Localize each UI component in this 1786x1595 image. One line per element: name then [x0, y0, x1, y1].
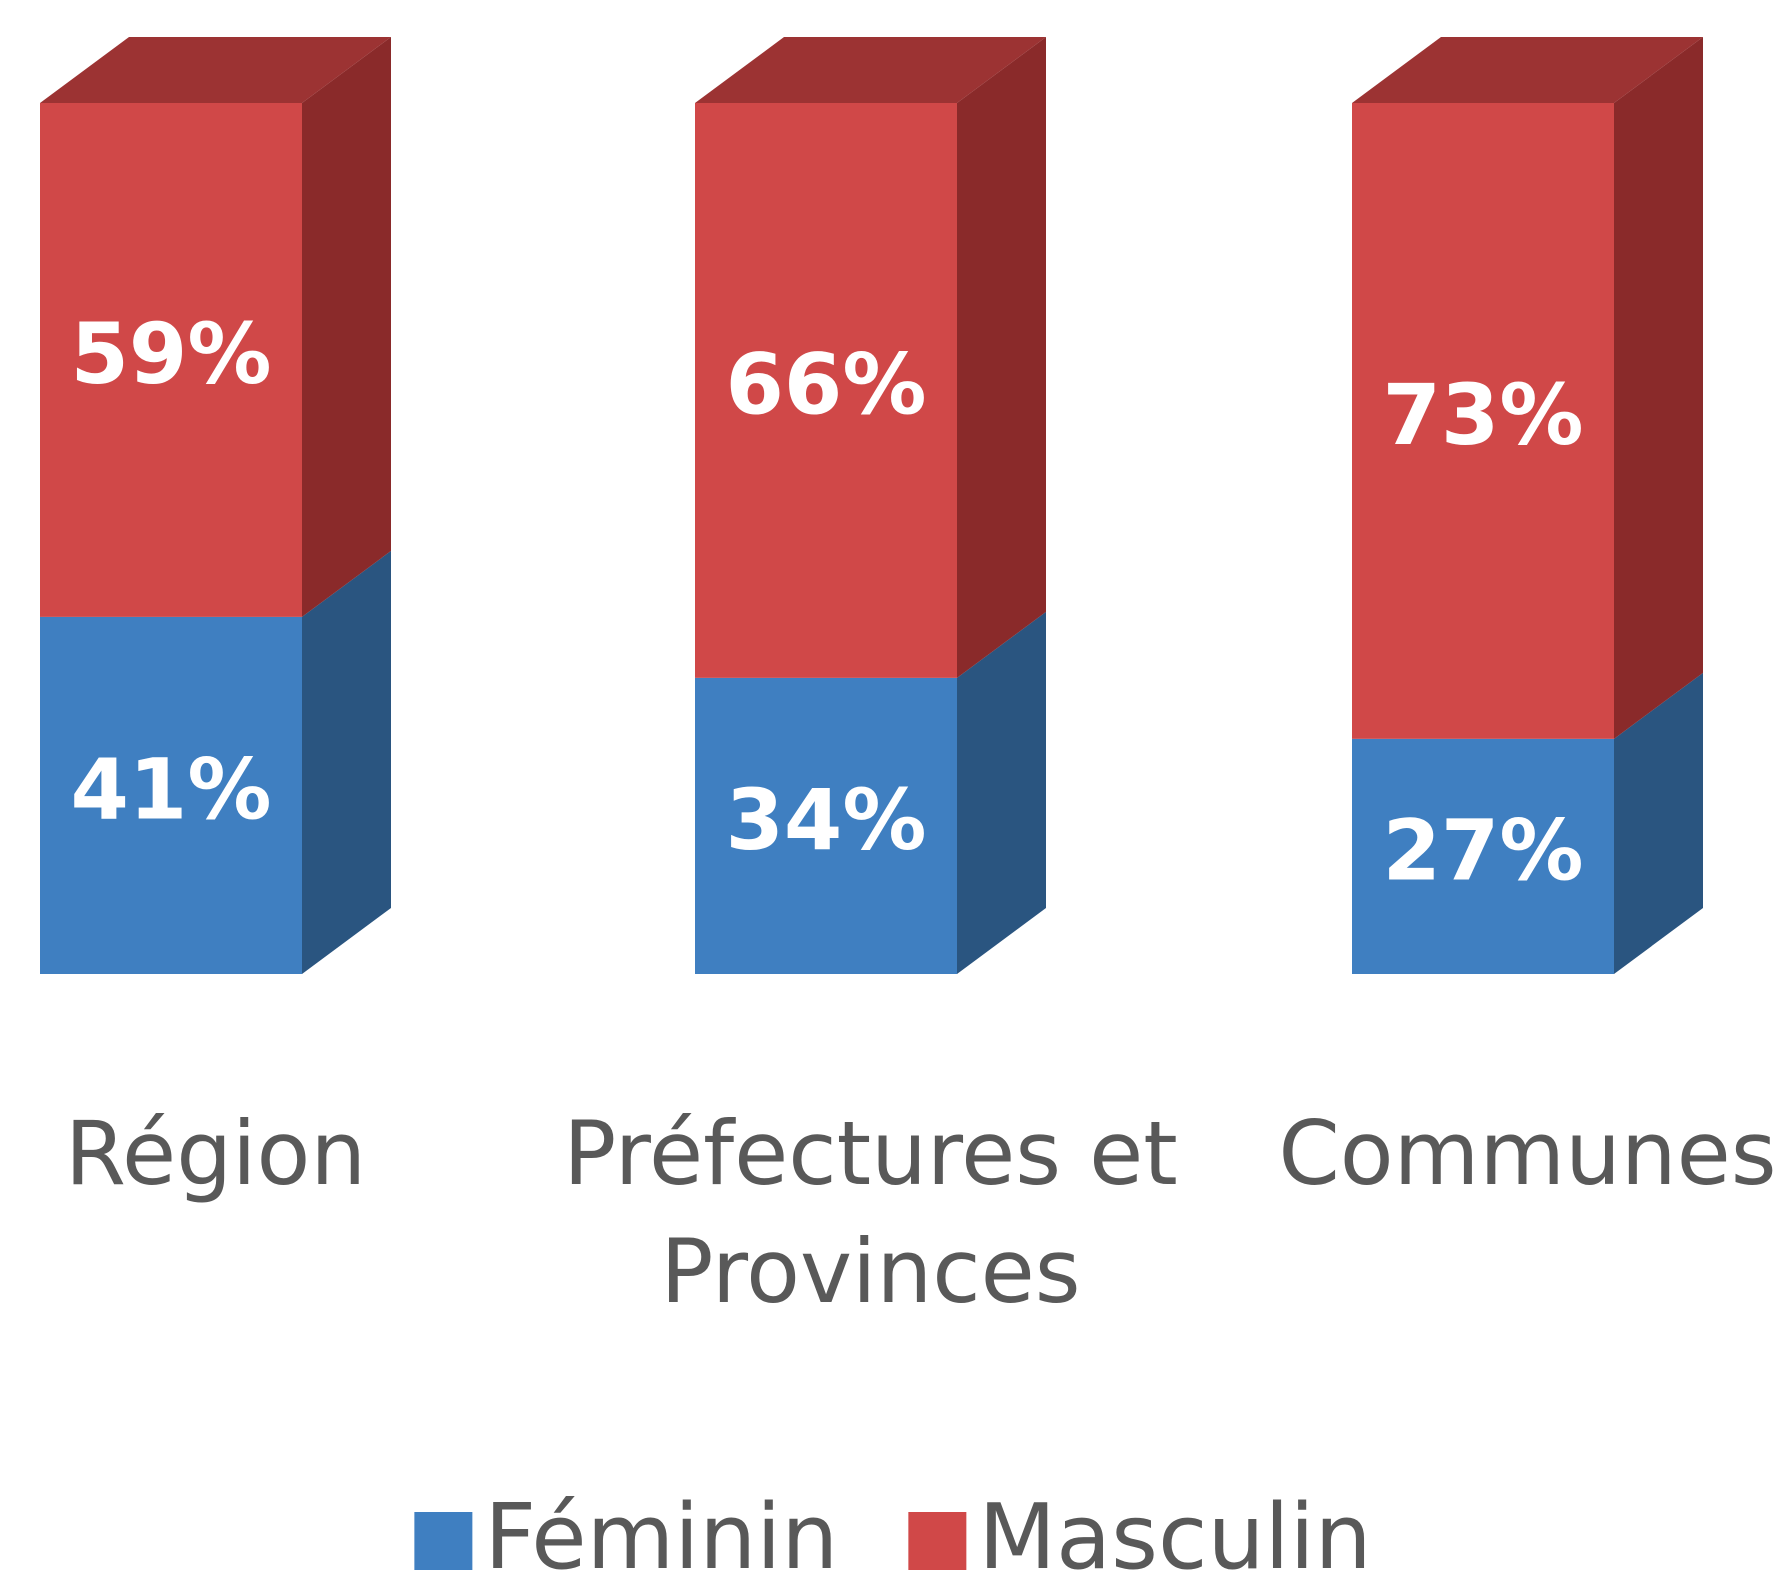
value-label: 66% [725, 335, 926, 433]
bar-top [1352, 37, 1703, 103]
bar [695, 677, 957, 974]
bar-side [1614, 37, 1703, 739]
bar-top [695, 37, 1046, 103]
value-label: 73% [1382, 366, 1583, 464]
legend: Féminin Masculin [414, 1485, 1372, 1590]
value-label: 41% [70, 740, 271, 838]
bar [695, 103, 957, 678]
x-tick-label: Communes [1278, 1102, 1777, 1205]
bar-side [302, 550, 391, 974]
legend-label: Féminin [484, 1485, 838, 1590]
x-tick-label: Préfectures et Provinces [563, 1102, 1178, 1323]
bar-top [40, 37, 391, 103]
legend-swatch [908, 1512, 967, 1570]
legend-swatch [414, 1512, 473, 1570]
bar [1352, 103, 1614, 739]
x-tick-label: Région [64, 1102, 367, 1205]
value-label: 34% [725, 771, 926, 869]
value-label: 27% [1382, 801, 1583, 899]
bar-side [957, 611, 1046, 974]
bar [1352, 738, 1614, 974]
bar-side [957, 37, 1046, 678]
bar [40, 616, 302, 974]
value-label: 59% [70, 305, 271, 403]
legend-label: Masculin [978, 1485, 1371, 1590]
bar-side [1614, 672, 1703, 974]
bar [40, 103, 302, 617]
bar-side [302, 37, 391, 617]
